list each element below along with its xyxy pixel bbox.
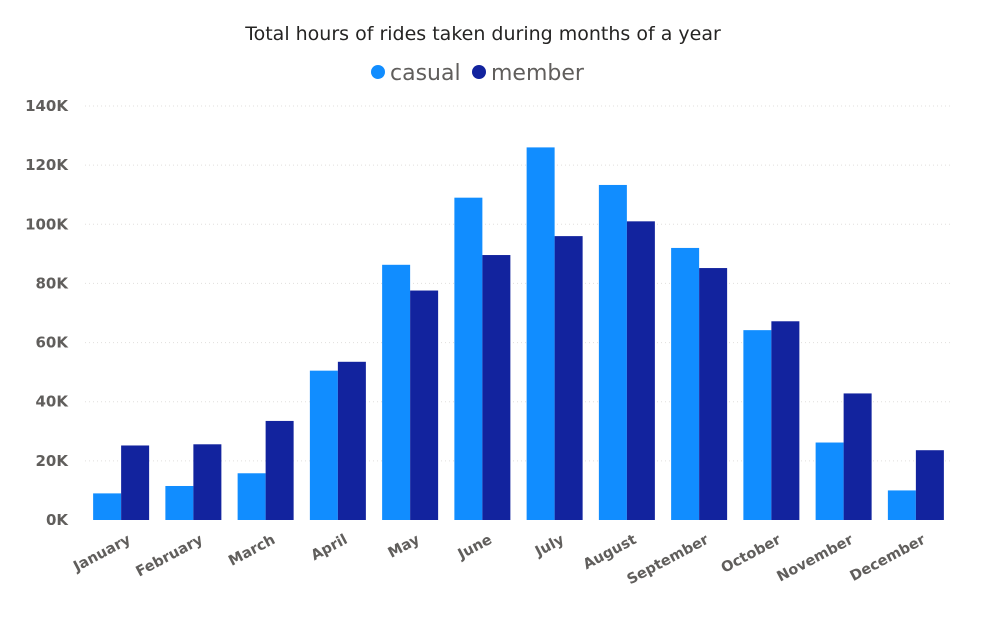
x-tick-label: April [309,532,351,564]
bar-member-september [699,268,728,520]
x-tick-label: October [719,531,785,576]
bars [93,147,944,521]
x-tick-label: May [386,532,423,562]
bar-casual-december [887,490,916,520]
gridlines [85,105,952,462]
x-tick-label: August [581,532,640,573]
bar-member-august [626,221,655,521]
bar-casual-august [598,184,627,520]
y-tick-label: 100K [25,215,69,233]
y-axis: 0K 20K 40K 60K 80K 100K 120K 140K [25,97,69,529]
bar-member-january [121,445,150,520]
bar-member-march [265,420,294,520]
bar-casual-september [671,247,700,520]
bar-casual-february [165,485,194,520]
bar-member-february [193,444,222,520]
bar-casual-november [815,442,844,520]
bar-casual-march [237,473,266,520]
x-tick-label: September [625,531,713,588]
bar-member-may [410,290,439,520]
bar-member-october [771,321,800,520]
legend-label-casual: casual [390,61,461,86]
x-tick-label: June [455,532,495,564]
y-tick-label: 120K [25,156,69,174]
bar-member-december [915,450,944,520]
x-tick-label: March [226,532,278,570]
legend: casual member [371,61,585,86]
bar-casual-may [382,264,411,520]
bar-casual-april [309,370,338,520]
x-tick-label: November [774,531,856,585]
y-tick-label: 40K [36,393,70,411]
x-tick-label: December [848,531,929,584]
x-tick-label: July [532,532,567,561]
legend-label-member: member [491,61,585,86]
bar-casual-october [743,330,772,520]
bar-member-november [843,393,872,520]
bar-casual-january [93,493,122,520]
x-tick-label: January [70,532,134,576]
legend-marker-casual [371,65,385,79]
x-axis: January February March April May June July Augu… [70,531,929,588]
y-tick-label: 140K [25,97,69,115]
bar-casual-july [526,147,555,520]
y-tick-label: 20K [36,452,70,470]
y-tick-label: 0K [46,511,69,529]
bar-casual-june [454,197,483,520]
y-tick-label: 60K [36,334,70,352]
legend-marker-member [472,65,486,79]
x-tick-label: February [133,532,206,581]
y-tick-label: 80K [36,274,70,292]
bar-member-june [482,255,511,521]
bar-member-april [337,361,366,520]
chart-title: Total hours of rides taken during months… [244,23,721,45]
bar-member-july [554,236,583,520]
